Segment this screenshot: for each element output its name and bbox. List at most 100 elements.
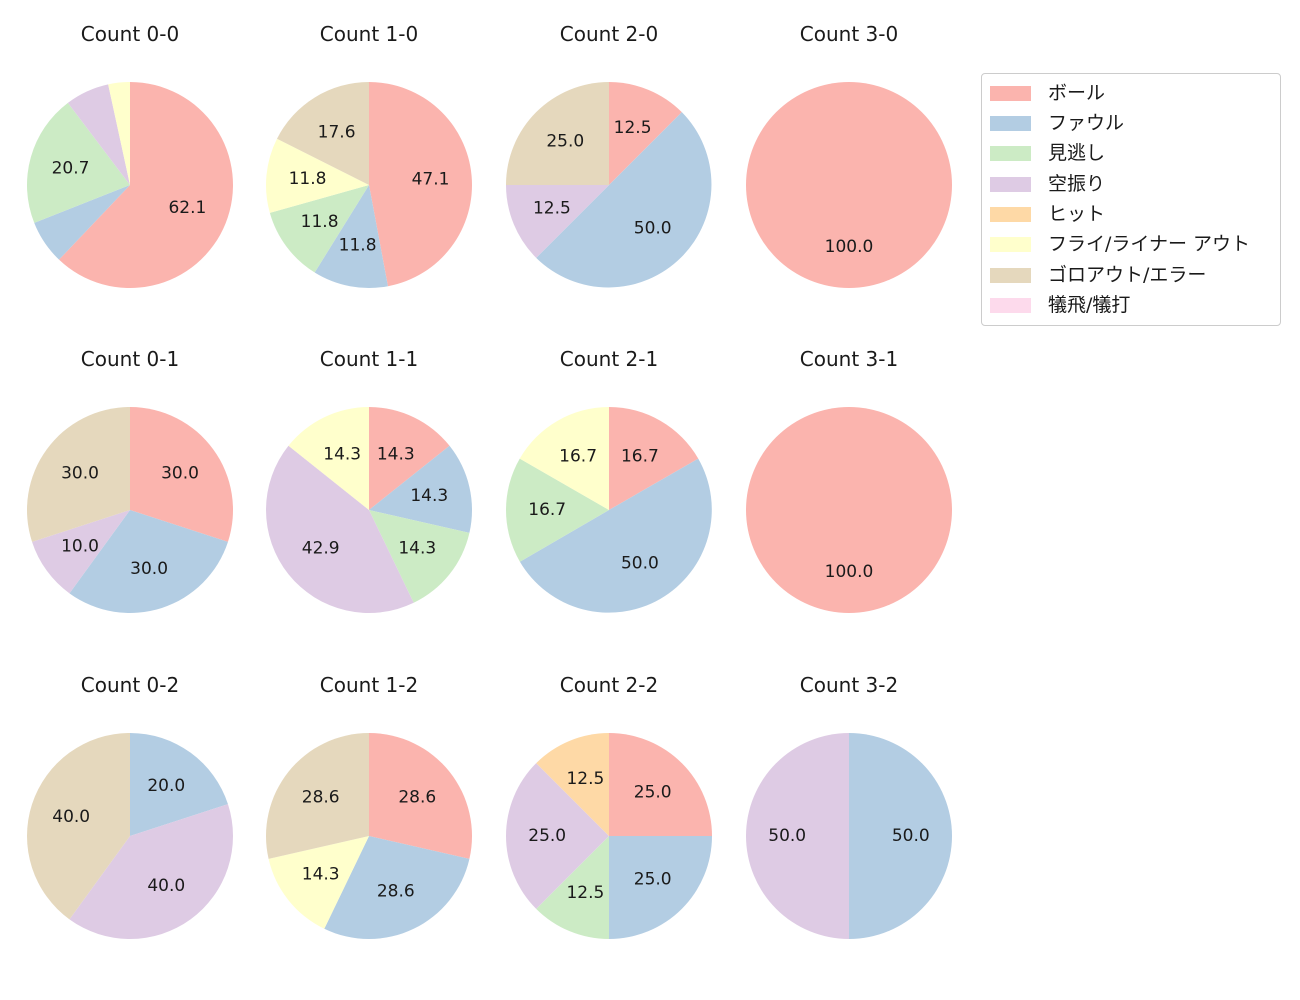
pie-slice-ファウル (314, 185, 388, 288)
pie-count-3-0: 100.0 (746, 82, 952, 288)
slice-percent-label: 50.0 (768, 826, 806, 846)
chart-cell-count-1-1: Count 1-1 14.3 14.3 14.3 42.9 14.3 (263, 347, 475, 616)
pie-slice-見逃し (506, 458, 609, 562)
pie-slice-ボール (609, 407, 699, 510)
slice-percent-label: 14.3 (377, 444, 415, 464)
pie-count-0-2: 20.0 40.0 40.0 (27, 733, 234, 940)
pie-count-2-0: 12.5 50.0 12.5 25.0 (506, 82, 712, 288)
slice-percent-label: 50.0 (634, 219, 672, 239)
pie-slice-空振り (67, 84, 130, 185)
slice-percent-label: 12.5 (566, 883, 604, 903)
slice-percent-label: 25.0 (528, 826, 566, 846)
pie-slice-空振り (506, 763, 609, 909)
pie-slice-空振り (32, 510, 130, 594)
slice-percent-label: 40.0 (52, 807, 90, 827)
slice-percent-label: 14.3 (410, 486, 448, 506)
pie-slice-ボール (369, 82, 473, 287)
pie-slice-フライ/ライナー アウト (519, 407, 609, 510)
chart-title-count-3-0: Count 3-0 (799, 22, 899, 46)
legend-label-fly-liner-out: フライ/ライナー アウト (1048, 233, 1251, 256)
pie-slice-ファウル (609, 836, 712, 939)
legend: ボール ファウル 見逃し 空振り ヒット フライ/ライナー アウト ゴロアウト/… (981, 73, 1281, 326)
pie-slice-ボール (369, 733, 473, 859)
pie-count-1-2: 28.6 28.6 14.3 28.6 (265, 733, 473, 940)
pie-slice-見逃し (26, 102, 130, 223)
legend-label-foul: ファウル (1048, 112, 1125, 135)
slice-percent-label: 42.9 (302, 539, 340, 559)
slice-percent-label: 40.0 (147, 876, 185, 896)
pie-slice-ファウル (519, 458, 712, 613)
slice-percent-label: 30.0 (130, 559, 168, 579)
slice-percent-label: 12.5 (533, 199, 571, 219)
slice-percent-label: 20.0 (147, 776, 185, 796)
pie-slice-ファウル (34, 185, 131, 260)
pie-count-0-0: 62.1 20.7 (26, 82, 233, 288)
pie-slice-ボール (59, 82, 233, 288)
legend-swatch-sacrifice (990, 298, 1031, 314)
slice-percent-label: 50.0 (621, 554, 659, 574)
slice-percent-label: 14.3 (323, 444, 361, 464)
pie-count-2-1: 16.7 50.0 16.7 16.7 (506, 407, 712, 613)
pie-slice-見逃し (269, 185, 369, 273)
legend-swatch-groundout-error (990, 267, 1031, 283)
slice-percent-label: 28.6 (398, 788, 436, 808)
pie-slice-空振り (69, 804, 234, 940)
slice-percent-label: 100.0 (825, 237, 874, 257)
chart-title-count-2-0: Count 2-0 (559, 22, 659, 46)
slice-percent-label: 62.1 (168, 198, 206, 218)
legend-item-fly-liner-out: フライ/ライナー アウト (990, 230, 1280, 260)
slice-percent-label: 28.6 (302, 788, 340, 808)
pie-slice-フライ/ライナー アウト (266, 138, 369, 213)
pie-slice-空振り (506, 185, 609, 258)
legend-item-ball: ボール (990, 78, 1280, 108)
slice-percent-label: 11.8 (339, 236, 377, 256)
legend-swatch-ball (990, 85, 1031, 101)
pie-slice-ゴロアウト/エラー (276, 82, 369, 185)
pie-count-1-1: 14.3 14.3 14.3 42.9 14.3 (265, 407, 473, 614)
slice-percent-label: 100.0 (825, 562, 874, 582)
slice-percent-label: 30.0 (61, 464, 99, 484)
chart-cell-count-0-0: Count 0-0 62.1 20.7 (24, 22, 236, 291)
legend-label-sacrifice: 犠飛/犠打 (1048, 294, 1131, 317)
legend-item-called-strike: 見逃し (990, 139, 1280, 169)
pie-slice-フライ/ライナー アウト (108, 82, 130, 185)
pie-slice-ファウル (536, 112, 712, 288)
slice-percent-label: 28.6 (377, 882, 415, 902)
chart-cell-count-2-1: Count 2-1 16.7 50.0 16.7 16.7 (503, 347, 715, 616)
chart-title-count-1-0: Count 1-0 (319, 22, 419, 46)
slice-percent-label: 14.3 (302, 865, 340, 885)
chart-title-count-3-2: Count 3-2 (799, 673, 899, 697)
pie-slice-空振り (265, 445, 414, 614)
pie-slice-ファウル (369, 445, 473, 533)
slice-percent-label: 25.0 (546, 131, 584, 151)
pie-slice-ボール (369, 407, 450, 510)
chart-title-count-0-2: Count 0-2 (80, 673, 180, 697)
legend-swatch-foul (990, 116, 1031, 132)
chart-cell-count-1-0: Count 1-0 47.1 11.8 11.8 11.8 17.6 (263, 22, 475, 291)
pie-slice-ファウル (130, 733, 228, 836)
legend-item-foul: ファウル (990, 109, 1280, 139)
pie-slice-ファウル (324, 836, 470, 940)
pie-slice-ボール (609, 733, 712, 836)
chart-cell-count-2-2: Count 2-2 25.0 25.0 12.5 25.0 12.5 (503, 673, 715, 942)
slice-percent-label: 11.8 (301, 212, 339, 232)
pie-slice-ファウル (69, 510, 228, 614)
legend-swatch-hit (990, 207, 1031, 223)
legend-item-hit: ヒット (990, 200, 1280, 230)
legend-label-ball: ボール (1048, 81, 1106, 104)
pie-slice-ゴロアウト/エラー (27, 733, 130, 920)
pie-slice-ボール (746, 82, 952, 288)
slice-percent-label: 20.7 (52, 158, 90, 178)
chart-cell-count-3-1: Count 3-1 100.0 (743, 347, 955, 616)
pie-slice-ゴロアウト/エラー (265, 733, 369, 859)
legend-swatch-fly-liner-out (990, 237, 1031, 253)
slice-percent-label: 14.3 (398, 539, 436, 559)
slice-percent-label: 30.0 (161, 464, 199, 484)
slice-percent-label: 12.5 (614, 118, 652, 138)
legend-item-groundout-error: ゴロアウト/エラー (990, 260, 1280, 290)
pie-count-3-1: 100.0 (746, 407, 952, 613)
chart-cell-count-1-2: Count 1-2 28.6 28.6 14.3 28.6 (263, 673, 475, 942)
legend-item-sacrifice: 犠飛/犠打 (990, 291, 1280, 321)
legend-label-groundout-error: ゴロアウト/エラー (1048, 263, 1207, 286)
